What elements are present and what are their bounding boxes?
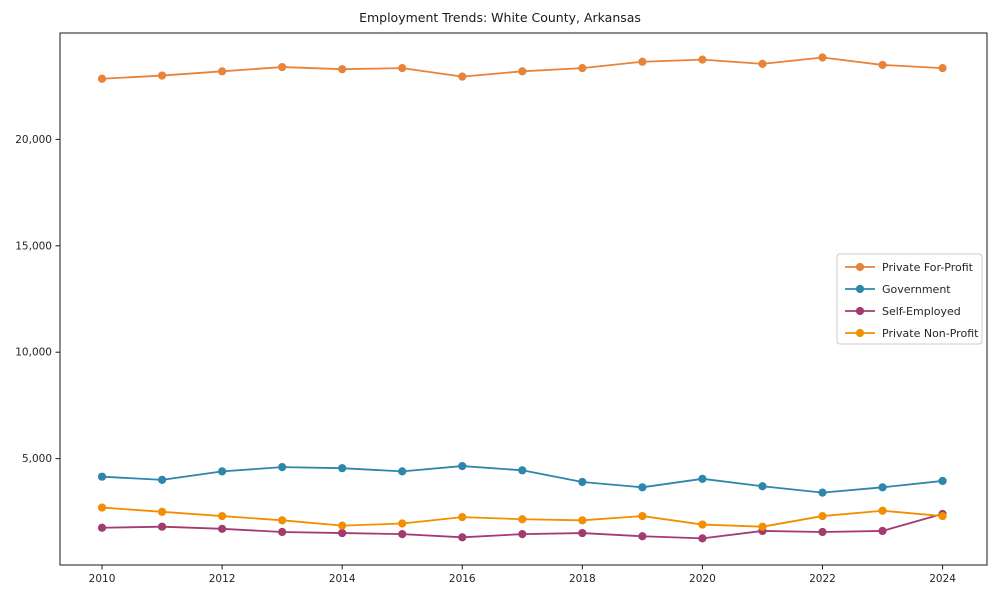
- y-axis-tick-label: 15,000: [15, 240, 52, 252]
- data-point-private-non-profit: [638, 511, 647, 521]
- legend-label-private-non-profit: Private Non-Profit: [882, 327, 979, 340]
- data-point-self-employed: [638, 532, 647, 541]
- data-point-private-non-profit: [518, 515, 527, 524]
- data-point-private-for-profit: [218, 67, 227, 76]
- legend-label-self-employed: Self-Employed: [882, 305, 961, 318]
- data-point-private-for-profit: [278, 62, 287, 72]
- x-axis-tick-label: 2024: [929, 573, 956, 585]
- data-point-government: [878, 483, 887, 492]
- legend-label-private-for-profit: Private For-Profit: [882, 261, 974, 274]
- data-point-government: [157, 475, 167, 484]
- data-point-private-non-profit: [878, 506, 887, 515]
- data-point-private-non-profit: [758, 522, 767, 531]
- legend-label-government: Government: [882, 283, 951, 296]
- data-point-private-non-profit: [818, 511, 827, 521]
- data-point-private-non-profit: [97, 503, 107, 512]
- data-point-government: [398, 467, 407, 476]
- data-point-government: [218, 467, 227, 476]
- x-axis-tick-label: 2010: [89, 573, 116, 585]
- data-point-private-non-profit: [338, 521, 347, 530]
- x-axis-tick-label: 2012: [209, 573, 236, 585]
- data-point-self-employed: [878, 526, 887, 536]
- x-axis-tick-label: 2020: [689, 573, 716, 585]
- legend-marker-government: [855, 284, 865, 294]
- x-axis-tick-label: 2022: [809, 573, 836, 585]
- data-point-government: [97, 472, 107, 481]
- data-point-private-for-profit: [398, 64, 407, 73]
- data-point-private-for-profit: [518, 67, 527, 76]
- data-point-government: [818, 488, 827, 497]
- x-axis-tick-label: 2018: [569, 573, 596, 585]
- data-point-self-employed: [338, 528, 347, 538]
- y-axis-tick-label: 10,000: [15, 347, 52, 359]
- data-point-government: [518, 466, 527, 475]
- y-axis-tick-label: 20,000: [15, 134, 52, 146]
- data-point-private-non-profit: [218, 511, 227, 521]
- data-point-government: [638, 483, 647, 492]
- x-axis-tick-label: 2016: [449, 573, 476, 585]
- data-point-government: [458, 461, 467, 471]
- data-point-private-non-profit: [398, 519, 407, 528]
- data-point-government: [698, 474, 707, 483]
- data-point-self-employed: [458, 533, 467, 542]
- data-point-private-for-profit: [938, 64, 947, 73]
- data-point-private-for-profit: [458, 72, 467, 81]
- data-point-government: [758, 482, 767, 491]
- data-point-private-for-profit: [758, 59, 767, 68]
- legend-marker-private-non-profit: [855, 328, 865, 338]
- data-point-private-non-profit: [698, 520, 707, 529]
- legend-marker-self-employed: [855, 306, 865, 316]
- data-point-private-for-profit: [698, 55, 707, 64]
- data-point-government: [938, 476, 947, 486]
- data-point-private-non-profit: [458, 513, 467, 522]
- data-point-government: [578, 477, 587, 487]
- chart-title: Employment Trends: White County, Arkansa…: [359, 10, 641, 25]
- data-point-self-employed: [398, 530, 407, 539]
- data-point-self-employed: [278, 527, 287, 537]
- data-point-government: [338, 464, 347, 473]
- data-point-self-employed: [518, 530, 527, 539]
- data-point-self-employed: [157, 522, 167, 531]
- data-point-private-non-profit: [578, 516, 587, 525]
- data-point-private-non-profit: [938, 511, 947, 521]
- legend-box: [836, 253, 983, 345]
- data-point-private-for-profit: [338, 65, 347, 74]
- data-point-private-for-profit: [638, 57, 647, 66]
- y-axis-tick-label: 5,000: [22, 453, 52, 465]
- legend-marker-private-for-profit: [855, 262, 865, 272]
- data-point-private-for-profit: [878, 60, 887, 70]
- data-point-government: [278, 463, 287, 472]
- data-point-private-non-profit: [157, 507, 167, 516]
- data-point-self-employed: [97, 523, 107, 532]
- x-axis-tick-label: 2014: [329, 573, 356, 585]
- data-point-self-employed: [698, 534, 707, 543]
- data-point-private-for-profit: [97, 74, 107, 83]
- data-point-private-for-profit: [157, 71, 167, 80]
- data-point-self-employed: [578, 528, 587, 538]
- data-point-self-employed: [818, 527, 827, 537]
- data-point-private-non-profit: [278, 516, 287, 525]
- data-point-private-for-profit: [818, 53, 827, 62]
- data-point-self-employed: [218, 524, 227, 533]
- plot-border: [59, 32, 988, 566]
- data-point-private-for-profit: [578, 64, 587, 73]
